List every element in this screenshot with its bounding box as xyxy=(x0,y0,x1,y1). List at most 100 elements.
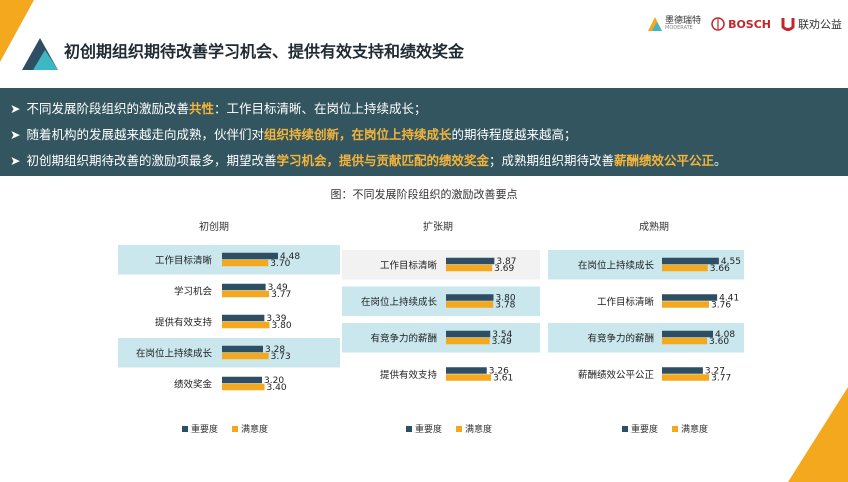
satisfaction-bar xyxy=(222,259,269,267)
finding-text: 不同发展阶段组织的激励改善 xyxy=(26,101,189,116)
value-label: 3.80 xyxy=(272,321,292,331)
value-label: 3.73 xyxy=(271,352,291,362)
importance-bar xyxy=(222,345,263,353)
value-label: 3.61 xyxy=(493,373,513,383)
importance-bar xyxy=(662,294,718,301)
satisfaction-bar xyxy=(222,290,270,298)
partner-logos: 墨德瑞特 MODERATE BOSCH 联劝公益 xyxy=(648,10,842,38)
importance-bar xyxy=(446,367,487,374)
legend-swatch xyxy=(672,426,678,432)
legend-swatch xyxy=(456,426,462,432)
value-label: 3.54 xyxy=(492,330,512,340)
category-label: 提供有效支持 xyxy=(380,369,438,381)
value-label: 4.41 xyxy=(719,293,739,303)
value-label: 3.70 xyxy=(270,259,290,269)
corner-decoration-bottom-right xyxy=(788,387,848,482)
value-label: 3.77 xyxy=(711,373,731,383)
lianquan-logo-icon xyxy=(781,18,795,31)
value-label: 3.80 xyxy=(496,293,516,303)
category-label: 工作目标清晰 xyxy=(380,259,438,271)
value-label: 3.28 xyxy=(265,345,285,355)
importance-bar xyxy=(222,252,278,260)
legend-label: 满意度 xyxy=(241,423,268,435)
satisfaction-bar xyxy=(662,264,708,272)
row-background xyxy=(548,250,744,280)
corner-decoration-top-left xyxy=(0,0,58,70)
category-label: 在岗位上持续成长 xyxy=(578,259,655,271)
value-label: 3.40 xyxy=(267,383,287,393)
logo-lianquan: 联劝公益 xyxy=(781,16,842,32)
highlight-text: 组织持续创新，在岗位上持续成长 xyxy=(264,127,452,142)
finding-line-2: ➤ 随着机构的发展越来越走向成熟，伙伴们对组织持续创新，在岗位上持续成长的期待程度… xyxy=(10,124,577,143)
value-label: 3.26 xyxy=(489,366,509,376)
importance-bar xyxy=(222,283,266,291)
value-label: 3.27 xyxy=(705,366,725,376)
finding-text: 。 xyxy=(714,153,727,168)
value-label: 3.20 xyxy=(264,376,284,386)
row-background xyxy=(342,286,540,316)
highlight-text: 学习机会，提供与贡献匹配的绩效奖金 xyxy=(276,153,490,168)
importance-bar xyxy=(222,314,265,322)
legend-swatch xyxy=(622,426,628,432)
category-label: 薪酬绩效公平公正 xyxy=(578,369,655,381)
page-title: 初创期组织期待改善学习机会、提供有效支持和绩效奖金 xyxy=(64,42,465,61)
legend-label: 满意度 xyxy=(681,423,708,435)
finding-text: 的期待程度越来越高； xyxy=(451,127,577,142)
value-label: 3.78 xyxy=(495,300,515,310)
importance-bar xyxy=(662,330,713,338)
value-label: 3.39 xyxy=(266,314,286,324)
chart-title: 扩张期 xyxy=(423,220,453,233)
chart-title: 初创期 xyxy=(199,220,229,233)
legend-swatch xyxy=(232,426,238,432)
value-label: 3.60 xyxy=(709,337,729,347)
category-label: 有竞争力的薪酬 xyxy=(587,332,654,344)
key-findings-banner: ➤ 不同发展阶段组织的激励改善共性：工作目标清晰、在岗位上持续成长； ➤ 随着机构的… xyxy=(0,88,848,176)
value-label: 3.87 xyxy=(496,257,516,267)
value-label: 3.66 xyxy=(710,264,730,274)
legend-label: 重要度 xyxy=(415,423,442,435)
satisfaction-bar xyxy=(222,352,269,360)
category-label: 学习机会 xyxy=(174,285,213,297)
satisfaction-bar xyxy=(662,301,709,308)
importance-bar xyxy=(446,294,494,301)
bullet-arrow-icon: ➤ xyxy=(10,127,21,142)
category-label: 工作目标清晰 xyxy=(155,254,213,266)
value-label: 4.55 xyxy=(721,257,741,267)
finding-text: 初创期组织期待改善的激励项最多，期望改善 xyxy=(26,153,277,168)
legend-swatch xyxy=(182,426,188,432)
value-label: 3.77 xyxy=(271,290,291,300)
importance-bar xyxy=(446,330,491,338)
value-label: 4.48 xyxy=(280,252,300,262)
value-label: 3.69 xyxy=(494,264,514,274)
satisfaction-bar xyxy=(446,301,494,308)
chart-title: 成熟期 xyxy=(639,220,669,233)
value-label: 3.49 xyxy=(492,337,512,347)
satisfaction-bar xyxy=(662,374,710,381)
importance-bar xyxy=(662,367,703,374)
legend-swatch xyxy=(406,426,412,432)
row-background xyxy=(342,323,540,353)
value-label: 3.49 xyxy=(268,283,288,293)
finding-line-3: ➤ 初创期组织期待改善的激励项最多，期望改善学习机会，提供与贡献匹配的绩效奖金；成… xyxy=(10,150,727,169)
importance-bar xyxy=(662,257,719,265)
highlight-text: 薪酬绩效公平公正 xyxy=(614,153,715,168)
legend-label: 满意度 xyxy=(465,423,492,435)
bosch-logo-icon xyxy=(711,17,725,31)
satisfaction-bar xyxy=(222,321,270,329)
logo-moderate: 墨德瑞特 MODERATE xyxy=(648,17,701,31)
moderate-logo-icon xyxy=(648,17,663,31)
legend-label: 重要度 xyxy=(631,423,658,435)
bullet-arrow-icon: ➤ xyxy=(10,101,21,116)
category-label: 提供有效支持 xyxy=(155,316,213,328)
satisfaction-bar xyxy=(446,374,492,381)
satisfaction-bar xyxy=(446,337,490,345)
bullet-arrow-icon: ➤ xyxy=(10,153,21,168)
finding-text: ；成熟期组织期待改善 xyxy=(489,153,615,168)
importance-bar xyxy=(446,257,495,265)
highlight-text: 共性 xyxy=(189,101,215,116)
category-label: 在岗位上持续成长 xyxy=(136,347,213,359)
satisfaction-bar xyxy=(446,264,493,272)
legend-label: 重要度 xyxy=(191,423,218,435)
